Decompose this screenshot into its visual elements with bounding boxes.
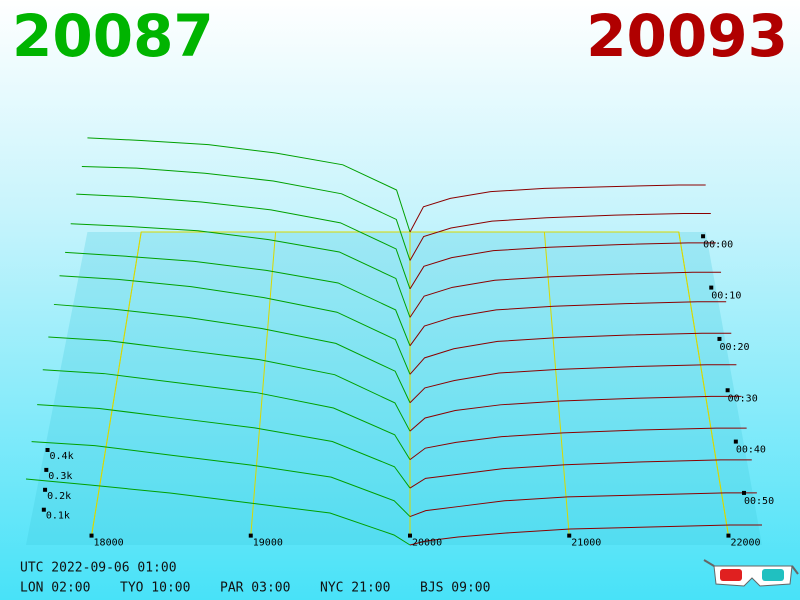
ask-depth-line [409, 271, 722, 318]
city-clock: LON 02:00 [20, 581, 90, 596]
ask-depth-line [409, 184, 706, 233]
time-tick-label: 00:50 [744, 496, 774, 507]
bid-depth-line [48, 336, 411, 432]
depth-tick-label: 0.1k [46, 511, 70, 522]
depth-lines [25, 137, 762, 546]
time-tick-label: 00:20 [719, 342, 749, 353]
depth-tick-dot [45, 447, 50, 452]
floor-layer [26, 231, 762, 545]
ask-depth-line [409, 364, 737, 404]
time-tick-label: 00:10 [711, 291, 741, 302]
city-clock: NYC 21:00 [320, 581, 390, 596]
bid-depth-line [37, 404, 411, 489]
time-tick-dot [717, 336, 722, 341]
bid-depth-line [59, 275, 411, 375]
depth-tick-label: 0.2k [47, 491, 71, 502]
bid-depth-line [81, 165, 411, 261]
price-tick-label: 20000 [412, 538, 442, 549]
ask-depth-line [409, 459, 752, 489]
time-tick-label: 00:00 [703, 239, 733, 250]
price-tick-dot [89, 533, 94, 538]
depth-tick-dot [41, 507, 46, 512]
bid-depth-line [31, 441, 411, 517]
depth-tick-dot [43, 487, 48, 492]
price-grid-line [543, 231, 570, 536]
bid-depth-line [65, 251, 411, 347]
price-tick-dot [248, 533, 253, 538]
city-clock: TYO 10:00 [120, 581, 190, 596]
time-tick-dot [725, 388, 730, 393]
time-tick-label: 00:30 [728, 393, 758, 404]
ask-depth-line [409, 492, 757, 518]
depth-tick-label: 0.4k [50, 451, 74, 462]
bid-depth-line [87, 137, 411, 233]
ask-depth-line [409, 242, 716, 290]
price-tick-dot [726, 533, 731, 538]
price-tick-label: 22000 [730, 538, 760, 549]
ask-depth-line [409, 395, 742, 432]
ask-depth-line [409, 524, 762, 546]
ask-depth-line [409, 427, 747, 461]
time-tick-dot [742, 490, 747, 495]
time-tick-dot [701, 234, 706, 239]
floor-plane [26, 232, 762, 545]
utc-time: UTC 2022-09-06 01:00 [20, 561, 177, 576]
time-tick-dot [709, 285, 714, 290]
depth-tick-dot [44, 467, 49, 472]
ask-depth-line [409, 212, 711, 261]
price-tick-label: 18000 [94, 538, 124, 549]
bid-depth-line [70, 223, 411, 318]
price-tick-dot [567, 533, 572, 538]
price-tick-label: 21000 [571, 538, 601, 549]
bid-depth-line [42, 369, 411, 460]
price-grid-line [678, 231, 729, 536]
ask-depth-line [409, 301, 727, 347]
time-tick-dot [733, 439, 738, 444]
time-tick-label: 00:40 [736, 445, 766, 456]
ask-depth-line [409, 332, 732, 375]
city-clock: BJS 09:00 [420, 581, 490, 596]
bid-depth-line [76, 193, 411, 290]
price-grid-line [250, 231, 277, 536]
bid-price: 20087 [12, 2, 214, 70]
glasses-icon [703, 559, 799, 587]
price-tick-label: 19000 [253, 538, 283, 549]
price-grid-line [91, 231, 142, 536]
axis-labels: 18000 19000 20000 21000 22000 0.1k 0.2k 0.3k 0.4… [41, 234, 774, 549]
city-clock: PAR 03:00 [220, 581, 290, 596]
price-tick-dot [408, 533, 412, 538]
depth-tick-label: 0.3k [48, 471, 72, 482]
bid-depth-line [25, 478, 411, 546]
bid-depth-line [53, 303, 411, 403]
ask-price: 20093 [586, 2, 788, 70]
